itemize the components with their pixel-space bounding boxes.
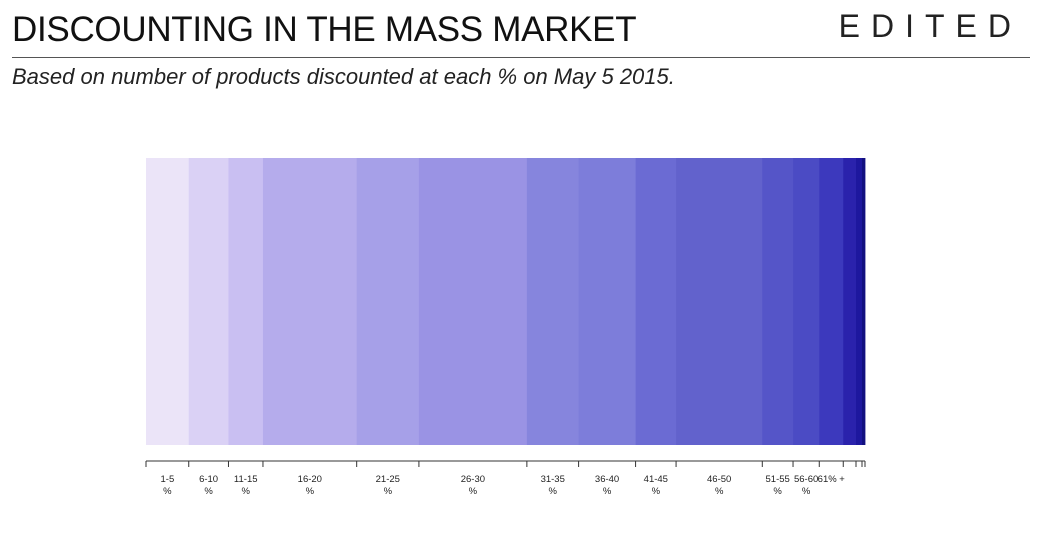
brand-logo: EDITED <box>838 8 1022 44</box>
bar-segment <box>228 158 264 445</box>
bar-segment <box>262 158 358 445</box>
bar-segment <box>526 158 579 445</box>
chart-title: DISCOUNTING IN THE MASS MARKET <box>12 10 637 49</box>
bar-segment <box>862 158 866 445</box>
bar-segment <box>146 158 190 445</box>
bar-segment <box>793 158 820 445</box>
tick-label: 1-5% <box>161 474 175 497</box>
chart-subtitle: Based on number of products discounted a… <box>12 64 675 89</box>
tick-label: 56-60% <box>794 474 818 497</box>
bar-segment <box>843 158 857 445</box>
tick-label: 41-45% <box>644 474 668 497</box>
header-divider <box>12 57 1030 58</box>
tick-label: 46-50% <box>707 474 731 497</box>
tick-label: 51-55% <box>766 474 790 497</box>
tick-label: 21-25% <box>376 474 400 497</box>
tick-label: 61% + <box>818 474 846 485</box>
bar-segment <box>762 158 794 445</box>
tick-label: 26-30% <box>461 474 485 497</box>
bar-segment <box>418 158 528 445</box>
tick-label: 36-40% <box>595 474 619 497</box>
bar-segment <box>819 158 844 445</box>
bar-segments <box>146 158 866 445</box>
tick-label: 11-15% <box>234 474 258 497</box>
bar-segment <box>188 158 229 445</box>
bar-segment <box>578 158 636 445</box>
tick-label: 16-20% <box>298 474 322 497</box>
tick-label: 6-10% <box>199 474 218 497</box>
bar-segment <box>635 158 677 445</box>
x-axis: 1-5 % 6-10 % 11-15 % 16-20 % 21-25 % 26-30 % 31-35 % 3… <box>145 460 866 497</box>
bar-segment <box>676 158 763 445</box>
bar-segment <box>356 158 420 445</box>
bar-segment <box>856 158 863 445</box>
tick-label: 31-35% <box>541 474 565 497</box>
